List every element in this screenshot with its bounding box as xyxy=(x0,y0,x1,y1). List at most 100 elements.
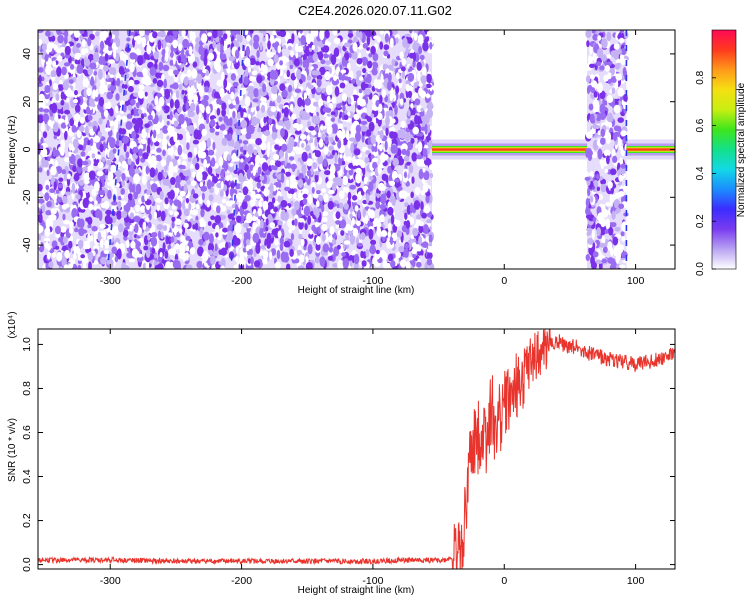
heatmap-cell xyxy=(391,234,397,239)
heatmap-cell xyxy=(321,233,326,242)
heatmap-cell xyxy=(68,143,72,151)
heatmap-cell xyxy=(322,243,330,253)
heatmap-cell xyxy=(92,125,97,132)
heatmap-cell xyxy=(43,160,49,168)
heatmap-streak xyxy=(230,30,246,269)
heatmap-cell xyxy=(144,123,150,128)
heatmap-cell xyxy=(408,177,412,183)
heatmap-cell xyxy=(68,79,74,84)
heatmap-cell xyxy=(589,63,595,68)
heatmap-cell xyxy=(200,140,207,152)
heatmap-cell xyxy=(355,124,362,134)
heatmap-cell xyxy=(617,48,622,55)
heatmap-cell xyxy=(116,248,122,260)
heatmap-cell xyxy=(99,77,106,86)
heatmap-cell xyxy=(94,181,100,192)
heatmap-cell xyxy=(399,98,404,105)
heatmap-cell xyxy=(166,121,170,126)
heatmap-cell xyxy=(290,188,295,195)
heatmap-cell xyxy=(379,30,384,35)
heatmap-cell xyxy=(323,146,329,155)
heatmap-cell xyxy=(105,209,112,216)
heatmap-cell xyxy=(158,61,164,71)
heatmap-cell xyxy=(606,95,613,103)
heatmap-cell xyxy=(337,123,343,130)
heatmap-cell xyxy=(212,40,217,49)
heatmap-cell xyxy=(278,149,284,158)
heatmap-cell xyxy=(273,206,279,213)
heatmap-cell xyxy=(56,55,63,62)
x-tick-label: -100 xyxy=(362,575,383,587)
heatmap-cell xyxy=(247,85,255,92)
heatmap-cell xyxy=(369,244,376,255)
heatmap-cell xyxy=(385,110,391,117)
heatmap-cell xyxy=(115,105,119,113)
heatmap-cell xyxy=(38,183,43,192)
heatmap-cell xyxy=(58,177,64,182)
heatmap-cell xyxy=(209,48,213,54)
heatmap-cell xyxy=(42,43,47,51)
heatmap-cell xyxy=(383,44,390,51)
heatmap-cell xyxy=(121,179,126,187)
heatmap-cell xyxy=(88,203,94,211)
heatmap-cell xyxy=(425,191,431,197)
heatmap-cell xyxy=(620,130,628,137)
heatmap-cell xyxy=(337,259,344,269)
heatmap-cell xyxy=(106,181,114,187)
x-tick-label: -200 xyxy=(231,275,252,287)
heatmap-cell xyxy=(108,31,113,40)
heatmap-cell xyxy=(264,170,271,176)
heatmap-cell xyxy=(379,94,383,104)
heatmap-region-0 xyxy=(38,30,436,269)
heatmap-cell xyxy=(316,86,322,93)
heatmap-cell xyxy=(322,107,329,113)
heatmap-cell xyxy=(83,172,91,182)
heatmap-cell xyxy=(56,66,62,77)
heatmap-cell xyxy=(57,84,64,91)
heatmap-cell xyxy=(116,114,122,122)
heatmap-cell xyxy=(38,38,43,46)
x-tick-label: 0 xyxy=(501,275,507,287)
heatmap-cell xyxy=(128,166,135,177)
heatmap-cell xyxy=(260,117,265,128)
heatmap-cell xyxy=(274,160,282,168)
heatmap-cell xyxy=(401,58,407,66)
heatmap-cell xyxy=(261,162,269,172)
heatmap-cell xyxy=(328,189,335,195)
heatmap-cell xyxy=(206,138,212,148)
heatmap-cell xyxy=(398,245,405,253)
heatmap-cell xyxy=(64,191,71,196)
heatmap-cell xyxy=(322,158,328,168)
heatmap-cell xyxy=(58,183,63,189)
heatmap-cell xyxy=(51,252,57,258)
heatmap-cell xyxy=(406,204,411,215)
heatmap-cell xyxy=(287,45,292,51)
heatmap-cell xyxy=(380,193,387,205)
heatmap-cell xyxy=(102,30,109,39)
heatmap-cell xyxy=(409,30,413,34)
heatmap-cell xyxy=(50,208,57,215)
heatmap-cell xyxy=(130,108,134,116)
heatmap-cell xyxy=(45,30,51,37)
heatmap-cell xyxy=(240,107,244,119)
heatmap-cell xyxy=(319,256,326,267)
heatmap-cell xyxy=(71,208,78,219)
heatmap-cell xyxy=(394,145,398,155)
heatmap-cell xyxy=(122,104,127,113)
heatmap-cell xyxy=(45,218,51,229)
heatmap-cell xyxy=(424,204,431,214)
heatmap-cell xyxy=(168,161,174,171)
heatmap-cell xyxy=(144,193,148,202)
heatmap-cell xyxy=(255,138,262,146)
heatmap-cell xyxy=(87,121,93,127)
heatmap-cell xyxy=(139,205,146,214)
heatmap-cell xyxy=(591,229,595,240)
heatmap-cell xyxy=(610,222,617,228)
heatmap-cell xyxy=(116,210,122,220)
heatmap-cell xyxy=(218,156,224,167)
heatmap-cell xyxy=(596,82,604,94)
heatmap-cell xyxy=(405,84,410,92)
heatmap-cell xyxy=(206,199,211,208)
heatmap-cell xyxy=(417,132,424,137)
heatmap-cell xyxy=(87,37,92,47)
